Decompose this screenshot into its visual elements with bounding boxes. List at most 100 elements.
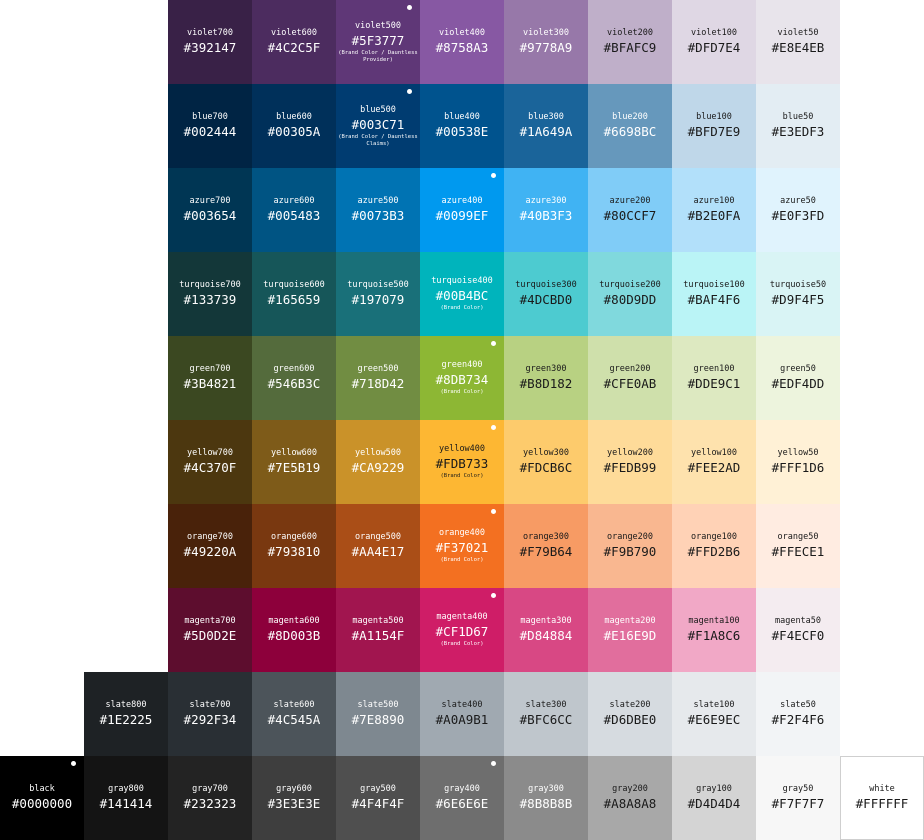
swatch-blue700[interactable]: blue700 #002444 <box>168 84 252 168</box>
swatch-violet300[interactable]: violet300 #9778A9 <box>504 0 588 84</box>
swatch-turquoise200[interactable]: turquoise200 #80D9DD <box>588 252 672 336</box>
swatch-name: green200 <box>609 364 651 374</box>
swatch-note: (Brand Color) <box>440 473 484 479</box>
swatch-green400[interactable]: green400 #8DB734 (Brand Color) <box>420 336 504 420</box>
swatch-turquoise50[interactable]: turquoise50 #D9F4F5 <box>756 252 840 336</box>
swatch-white[interactable]: white #FFFFFF <box>840 756 924 840</box>
swatch-hex: #FFECE1 <box>771 544 825 559</box>
swatch-azure700[interactable]: azure700 #003654 <box>168 168 252 252</box>
swatch-magenta50[interactable]: magenta50 #F4ECF0 <box>756 588 840 672</box>
swatch-blue400[interactable]: blue400 #00538E <box>420 84 504 168</box>
swatch-azure50[interactable]: azure50 #E0F3FD <box>756 168 840 252</box>
swatch-azure100[interactable]: azure100 #B2E0FA <box>672 168 756 252</box>
swatch-azure400[interactable]: azure400 #0099EF <box>420 168 504 252</box>
swatch-hex: #AA4E17 <box>351 544 405 559</box>
swatch-slate200[interactable]: slate200 #D6DBE0 <box>588 672 672 756</box>
swatch-violet100[interactable]: violet100 #DFD7E4 <box>672 0 756 84</box>
swatch-violet600[interactable]: violet600 #4C2C5F <box>252 0 336 84</box>
swatch-green500[interactable]: green500 #718D42 <box>336 336 420 420</box>
swatch-orange50[interactable]: orange50 #FFECE1 <box>756 504 840 588</box>
swatch-gray800[interactable]: gray800 #141414 <box>84 756 168 840</box>
swatch-magenta500[interactable]: magenta500 #A1154F <box>336 588 420 672</box>
swatch-name: black <box>29 784 55 794</box>
swatch-turquoise600[interactable]: turquoise600 #165659 <box>252 252 336 336</box>
swatch-blue100[interactable]: blue100 #BFD7E9 <box>672 84 756 168</box>
swatch-azure200[interactable]: azure200 #80CCF7 <box>588 168 672 252</box>
swatch-violet50[interactable]: violet50 #E8E4EB <box>756 0 840 84</box>
swatch-orange500[interactable]: orange500 #AA4E17 <box>336 504 420 588</box>
swatch-slate800[interactable]: slate800 #1E2225 <box>84 672 168 756</box>
swatch-violet500[interactable]: violet500 #5F3777 (Brand Color / Dauntless… <box>336 0 420 84</box>
swatch-azure600[interactable]: azure600 #005483 <box>252 168 336 252</box>
swatch-turquoise700[interactable]: turquoise700 #133739 <box>168 252 252 336</box>
swatch-orange600[interactable]: orange600 #793810 <box>252 504 336 588</box>
swatch-magenta300[interactable]: magenta300 #D84884 <box>504 588 588 672</box>
swatch-magenta700[interactable]: magenta700 #5D0D2E <box>168 588 252 672</box>
swatch-hex: #40B3F3 <box>519 208 573 223</box>
swatch-gray400[interactable]: gray400 #6E6E6E <box>420 756 504 840</box>
swatch-orange200[interactable]: orange200 #F9B790 <box>588 504 672 588</box>
swatch-blue200[interactable]: blue200 #6698BC <box>588 84 672 168</box>
swatch-yellow500[interactable]: yellow500 #CA9229 <box>336 420 420 504</box>
swatch-yellow700[interactable]: yellow700 #4C370F <box>168 420 252 504</box>
swatch-hex: #BFD7E9 <box>687 124 741 139</box>
swatch-green50[interactable]: green50 #EDF4DD <box>756 336 840 420</box>
swatch-hex: #005483 <box>267 208 321 223</box>
swatch-magenta600[interactable]: magenta600 #8D003B <box>252 588 336 672</box>
swatch-slate400[interactable]: slate400 #A0A9B1 <box>420 672 504 756</box>
swatch-slate600[interactable]: slate600 #4C545A <box>252 672 336 756</box>
swatch-magenta400[interactable]: magenta400 #CF1D67 (Brand Color) <box>420 588 504 672</box>
swatch-violet200[interactable]: violet200 #BFAFC9 <box>588 0 672 84</box>
swatch-turquoise100[interactable]: turquoise100 #BAF4F6 <box>672 252 756 336</box>
swatch-blue600[interactable]: blue600 #00305A <box>252 84 336 168</box>
swatch-slate50[interactable]: slate50 #F2F4F6 <box>756 672 840 756</box>
swatch-blue300[interactable]: blue300 #1A649A <box>504 84 588 168</box>
swatch-slate700[interactable]: slate700 #292F34 <box>168 672 252 756</box>
swatch-gray600[interactable]: gray600 #3E3E3E <box>252 756 336 840</box>
swatch-green300[interactable]: green300 #B8D182 <box>504 336 588 420</box>
swatch-turquoise500[interactable]: turquoise500 #197079 <box>336 252 420 336</box>
swatch-slate100[interactable]: slate100 #E6E9EC <box>672 672 756 756</box>
swatch-orange300[interactable]: orange300 #F79B64 <box>504 504 588 588</box>
swatch-violet700[interactable]: violet700 #392147 <box>168 0 252 84</box>
swatch-violet400[interactable]: violet400 #8758A3 <box>420 0 504 84</box>
swatch-name: orange700 <box>186 532 234 542</box>
swatch-name: slate400 <box>441 700 483 710</box>
swatch-name: violet300 <box>522 28 570 38</box>
swatch-green600[interactable]: green600 #546B3C <box>252 336 336 420</box>
swatch-gray50[interactable]: gray50 #F7F7F7 <box>756 756 840 840</box>
swatch-blue500[interactable]: blue500 #003C71 (Brand Color / Dauntless C… <box>336 84 420 168</box>
swatch-yellow300[interactable]: yellow300 #FDCB6C <box>504 420 588 504</box>
swatch-yellow400[interactable]: yellow400 #FDB733 (Brand Color) <box>420 420 504 504</box>
swatch-magenta200[interactable]: magenta200 #E16E9D <box>588 588 672 672</box>
swatch-turquoise300[interactable]: turquoise300 #4DCBD0 <box>504 252 588 336</box>
swatch-green200[interactable]: green200 #CFE0AB <box>588 336 672 420</box>
swatch-gray100[interactable]: gray100 #D4D4D4 <box>672 756 756 840</box>
swatch-yellow200[interactable]: yellow200 #FEDB99 <box>588 420 672 504</box>
swatch-orange700[interactable]: orange700 #49220A <box>168 504 252 588</box>
swatch-gray200[interactable]: gray200 #A8A8A8 <box>588 756 672 840</box>
swatch-green700[interactable]: green700 #3B4821 <box>168 336 252 420</box>
swatch-orange400[interactable]: orange400 #F37021 (Brand Color) <box>420 504 504 588</box>
swatch-black[interactable]: black #0000000 <box>0 756 84 840</box>
swatch-azure300[interactable]: azure300 #40B3F3 <box>504 168 588 252</box>
swatch-gray500[interactable]: gray500 #4F4F4F <box>336 756 420 840</box>
swatch-turquoise400[interactable]: turquoise400 #00B4BC (Brand Color) <box>420 252 504 336</box>
swatch-name: turquoise50 <box>769 280 827 290</box>
swatch-orange100[interactable]: orange100 #FFD2B6 <box>672 504 756 588</box>
swatch-gray700[interactable]: gray700 #232323 <box>168 756 252 840</box>
swatch-yellow100[interactable]: yellow100 #FEE2AD <box>672 420 756 504</box>
swatch-name: blue600 <box>276 112 312 122</box>
swatch-green100[interactable]: green100 #DDE9C1 <box>672 336 756 420</box>
swatch-blue50[interactable]: blue50 #E3EDF3 <box>756 84 840 168</box>
swatch-hex: #4C545A <box>267 712 321 727</box>
swatch-slate300[interactable]: slate300 #BFC6CC <box>504 672 588 756</box>
swatch-yellow50[interactable]: yellow50 #FFF1D6 <box>756 420 840 504</box>
swatch-yellow600[interactable]: yellow600 #7E5B19 <box>252 420 336 504</box>
swatch-gray300[interactable]: gray300 #8B8B8B <box>504 756 588 840</box>
swatch-slate500[interactable]: slate500 #7E8890 <box>336 672 420 756</box>
swatch-magenta100[interactable]: magenta100 #F1A8C6 <box>672 588 756 672</box>
swatch-hex: #3B4821 <box>183 376 237 391</box>
swatch-azure500[interactable]: azure500 #0073B3 <box>336 168 420 252</box>
swatch-name: green600 <box>273 364 315 374</box>
